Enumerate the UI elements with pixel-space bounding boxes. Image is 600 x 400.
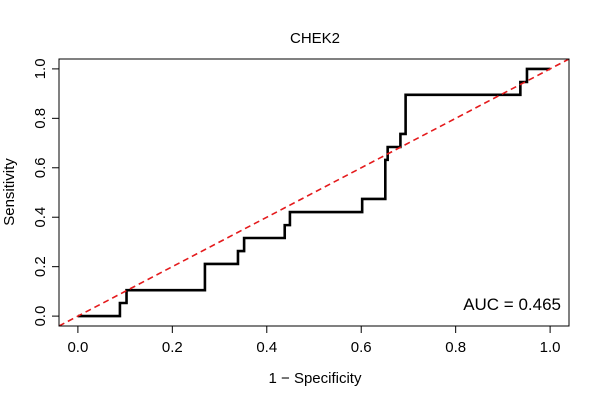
- y-tick-label: 1.0: [32, 58, 49, 79]
- x-tick-label: 1.0: [540, 339, 561, 356]
- y-tick-label: 0.6: [32, 157, 49, 178]
- y-tick-label: 0.0: [32, 306, 49, 327]
- y-tick-label: 0.2: [32, 256, 49, 277]
- y-tick-label: 0.4: [32, 207, 49, 228]
- roc-curve-line: [77, 67, 551, 318]
- y-tick-label: 0.8: [32, 108, 49, 129]
- x-tick-label: 0.0: [67, 339, 88, 356]
- x-tick-label: 0.2: [162, 339, 183, 356]
- plot-frame: [58, 58, 570, 327]
- x-tick-label: 0.6: [351, 339, 372, 356]
- x-tick-label: 0.8: [445, 339, 466, 356]
- auc-annotation: AUC = 0.465: [463, 295, 561, 314]
- y-axis: 0.0 0.2 0.4 0.6 0.8 1.0: [32, 58, 60, 327]
- plot-area: [59, 59, 569, 326]
- chart-title: CHEK2: [290, 30, 340, 47]
- reference-diagonal-line: [59, 59, 569, 326]
- x-axis: 0.0 0.2 0.4 0.6 0.8 1.0: [67, 325, 561, 356]
- x-tick-label: 0.4: [256, 339, 277, 356]
- x-axis-label: 1 − Specificity: [269, 370, 362, 387]
- y-axis-label: Sensitivity: [1, 158, 18, 226]
